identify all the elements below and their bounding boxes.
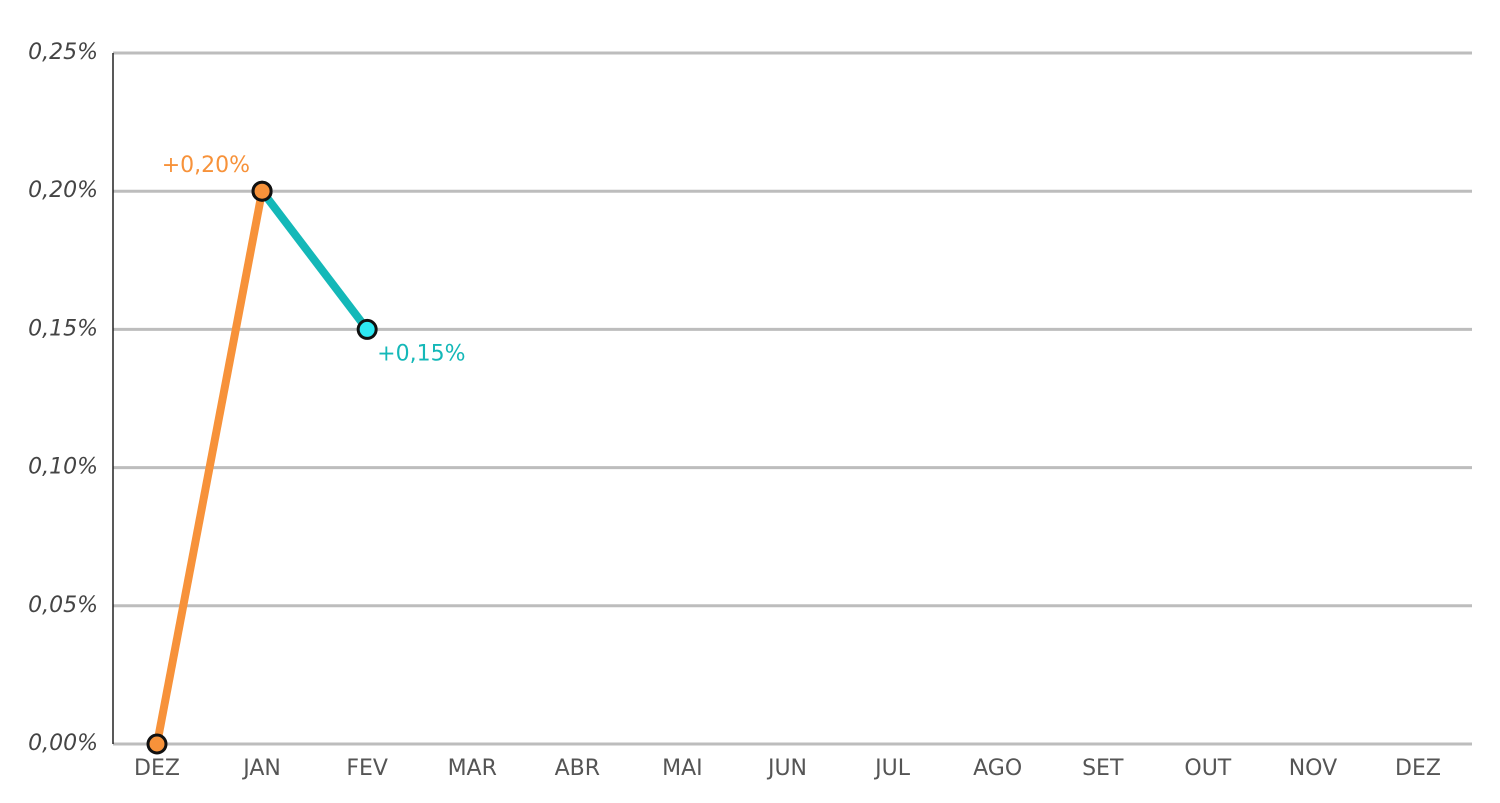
marker: [356, 318, 378, 340]
x-tick-label: FEV: [346, 756, 388, 781]
x-tick-label: JUL: [873, 756, 911, 781]
x-tick-label: AGO: [973, 756, 1022, 781]
x-tick-label: JUN: [766, 756, 807, 781]
x-tick-label: JAN: [241, 756, 281, 781]
x-tick-label: MAI: [662, 756, 703, 781]
line: [153, 190, 267, 745]
y-tick-label: 0,15%: [28, 316, 98, 341]
value-label: +0,15%: [377, 341, 465, 366]
x-tick-label: OUT: [1184, 756, 1231, 781]
y-tick-label: 0,10%: [28, 455, 98, 480]
x-tick-label: MAR: [448, 756, 497, 781]
marker: [251, 180, 273, 202]
marker: [146, 733, 168, 755]
x-tick-label: DEZ: [134, 756, 180, 781]
y-tick-label: 0,05%: [28, 593, 98, 618]
x-tick-label: NOV: [1289, 756, 1337, 781]
y-tick-label: 0,25%: [28, 40, 98, 65]
y-tick-label: 0,20%: [28, 178, 98, 203]
x-tick-label: SET: [1082, 756, 1124, 781]
value-label: +0,20%: [162, 153, 250, 178]
line: [258, 188, 371, 332]
x-tick-label: ABR: [555, 756, 600, 781]
y-tick-label: 0,00%: [28, 731, 98, 756]
x-tick-label: DEZ: [1395, 756, 1441, 781]
